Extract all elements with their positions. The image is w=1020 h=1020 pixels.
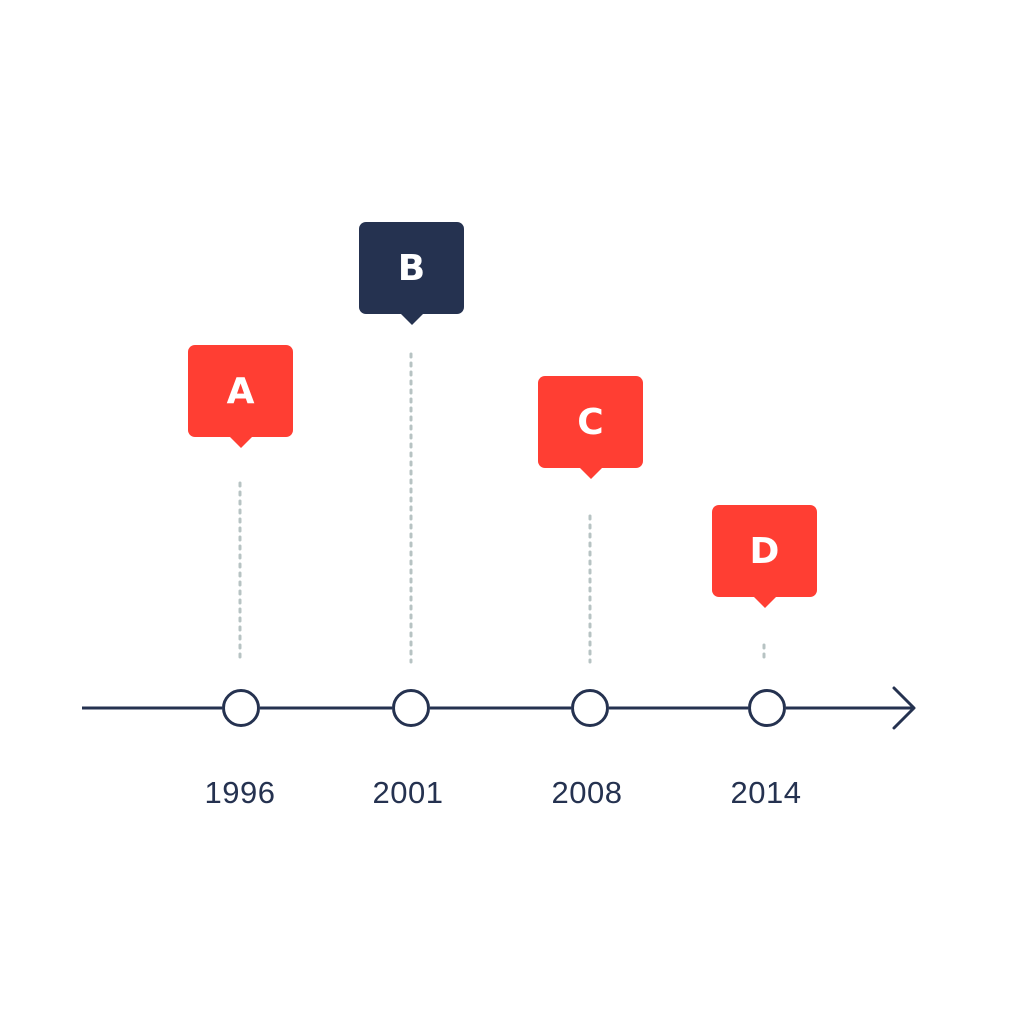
event-callout-c: C <box>538 376 643 479</box>
event-marker <box>222 689 260 727</box>
event-callout-label: A <box>226 370 255 412</box>
event-marker <box>748 689 786 727</box>
event-callout-label: D <box>749 530 780 572</box>
event-year-label: 2008 <box>551 775 623 810</box>
event-year-label: 1996 <box>204 775 276 810</box>
event-callout-b: B <box>359 222 464 325</box>
event-marker <box>392 689 430 727</box>
event-year-label: 2014 <box>730 775 802 810</box>
event-callout-d: D <box>712 505 817 608</box>
arrow-right-icon <box>892 686 916 730</box>
event-year-label: 2001 <box>372 775 444 810</box>
event-marker <box>571 689 609 727</box>
event-callout-label: C <box>577 401 604 443</box>
event-callout-label: B <box>397 247 426 289</box>
event-callout-a: A <box>188 345 293 448</box>
